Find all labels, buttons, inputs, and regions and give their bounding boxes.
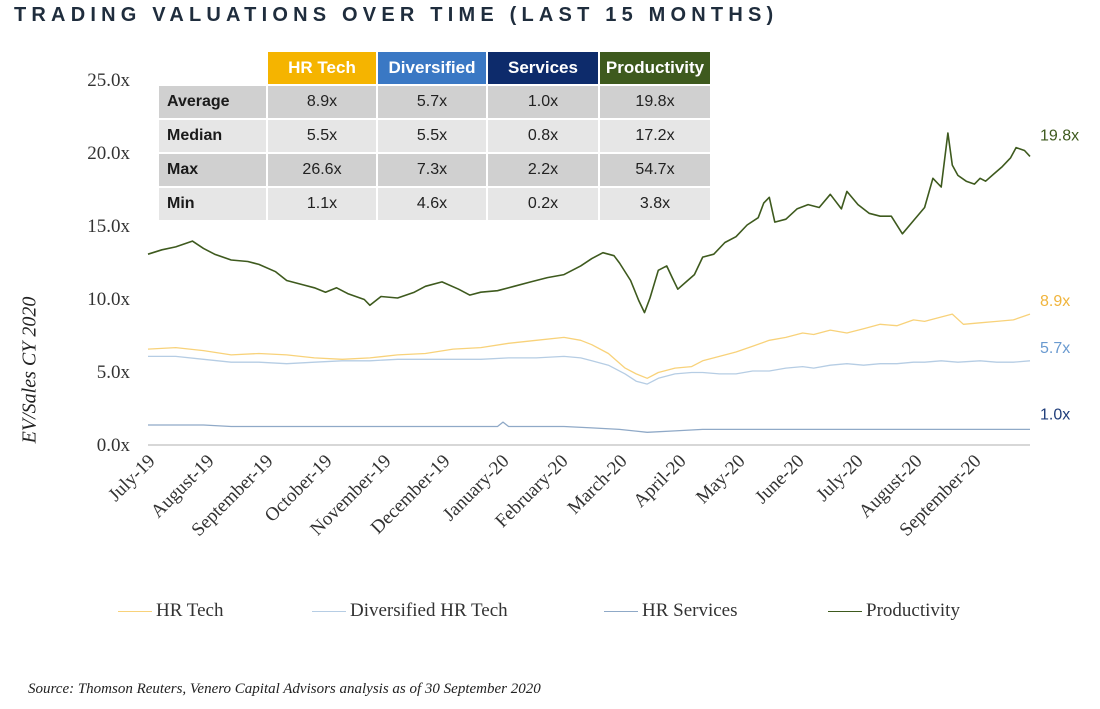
legend-item-hr-tech: HR Tech — [118, 600, 223, 622]
x-tick-label: March-20 — [564, 451, 632, 519]
table-row: Median 5.5x 5.5x 0.8x 17.2x — [159, 120, 710, 152]
legend-item-productivity: Productivity — [828, 600, 960, 622]
table-cell: 1.0x — [488, 86, 598, 118]
legend-swatch — [828, 610, 862, 612]
source-note: Source: Thomson Reuters, Venero Capital … — [28, 681, 541, 697]
data-label-end-value: 5.7x — [1040, 340, 1070, 357]
table-cell: 2.2x — [488, 154, 598, 186]
legend-label: HR Tech — [156, 600, 224, 621]
table-cell: 3.8x — [600, 188, 710, 220]
table-cell: 5.5x — [268, 120, 376, 152]
header-services: Services — [488, 52, 598, 84]
table-row: Average 8.9x 5.7x 1.0x 19.8x — [159, 86, 710, 118]
legend-label: HR Services — [642, 600, 738, 621]
table-cell: 7.3x — [378, 154, 486, 186]
series-line-hr-tech — [147, 313, 1031, 379]
table-cell: 0.2x — [488, 188, 598, 220]
table-cell: 54.7x — [600, 154, 710, 186]
legend-swatch — [118, 610, 152, 612]
header-diversified: Diversified — [378, 52, 486, 84]
stats-table: HR Tech Diversified Services Productivit… — [157, 50, 712, 222]
table-cell: 4.6x — [378, 188, 486, 220]
series-line-productivity — [147, 132, 1031, 314]
table-cell: 1.1x — [268, 188, 376, 220]
table-cell: 26.6x — [268, 154, 376, 186]
table-cell: 19.8x — [600, 86, 710, 118]
legend-item-diversified-hr-tech: Diversified HR Tech — [312, 600, 508, 622]
page-title: TRADING VALUATIONS OVER TIME (LAST 15 MO… — [14, 4, 779, 26]
data-label-end-value: 1.0x — [1040, 406, 1070, 423]
y-tick-label: 25.0x — [87, 70, 130, 91]
legend-swatch — [312, 610, 346, 612]
table-cell: 8.9x — [268, 86, 376, 118]
row-label: Average — [159, 86, 266, 118]
y-axis-label: EV/Sales CY 2020 — [18, 296, 41, 444]
row-label: Max — [159, 154, 266, 186]
x-tick-label: April-20 — [629, 451, 690, 512]
x-tick-label: July-19 — [104, 451, 159, 506]
table-cell: 5.7x — [378, 86, 486, 118]
y-tick-label: 15.0x — [87, 216, 130, 237]
table-cell: 0.8x — [488, 120, 598, 152]
y-tick-label: 0.0x — [97, 435, 131, 456]
data-label-end-value: 8.9x — [1040, 293, 1070, 310]
table-row: Max 26.6x 7.3x 2.2x 54.7x — [159, 154, 710, 186]
table-header-row: HR Tech Diversified Services Productivit… — [159, 52, 710, 84]
legend-swatch — [604, 610, 638, 612]
series-line-diversified-hr-tech — [148, 355, 1031, 385]
table-cell: 5.5x — [378, 120, 486, 152]
y-tick-label: 5.0x — [97, 362, 131, 383]
legend-label: Productivity — [866, 600, 960, 621]
row-label: Median — [159, 120, 266, 152]
table-cell: 17.2x — [600, 120, 710, 152]
header-hr-tech: HR Tech — [268, 52, 376, 84]
data-label-end-value: 19.8x — [1040, 127, 1079, 144]
x-tick-label: May-20 — [692, 451, 749, 508]
header-productivity: Productivity — [600, 52, 710, 84]
legend-label: Diversified HR Tech — [350, 600, 508, 621]
y-tick-label: 20.0x — [87, 143, 130, 164]
x-tick-label: July-20 — [812, 451, 867, 506]
legend-item-hr-services: HR Services — [604, 600, 738, 622]
y-tick-label: 10.0x — [87, 289, 130, 310]
series-line-hr-services — [148, 421, 1030, 433]
table-row: Min 1.1x 4.6x 0.2x 3.8x — [159, 188, 710, 220]
row-label: Min — [159, 188, 266, 220]
x-tick-label: June-20 — [751, 451, 808, 508]
